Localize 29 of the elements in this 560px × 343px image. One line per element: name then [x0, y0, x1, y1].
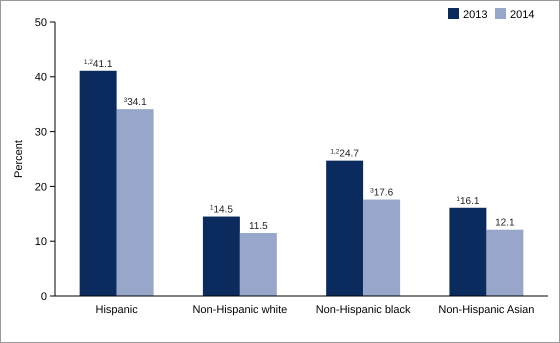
- y-tick-label: 0: [40, 290, 47, 303]
- y-tick-label: 30: [34, 126, 47, 138]
- data-label: $^{1}$16.1: [456, 195, 480, 207]
- data-label: 11.5: [248, 220, 268, 232]
- bar: [116, 109, 154, 296]
- bar: [486, 230, 524, 296]
- y-tick-label: 40: [34, 72, 47, 84]
- data-label: $^{3}$34.1: [124, 96, 148, 108]
- y-tick-label: 20: [34, 181, 47, 194]
- legend-label: 2013: [463, 9, 488, 21]
- bar: [449, 208, 486, 296]
- x-tick-label: Non-Hispanic white: [192, 304, 288, 316]
- data-label: $^{1,2}$41.1: [84, 58, 113, 70]
- x-tick-label: Non-Hispanic Asian: [438, 304, 534, 316]
- data-label: 12.1: [495, 218, 516, 229]
- y-tick-label: 10: [34, 236, 47, 248]
- data-label: $^{1}$14.5: [210, 204, 234, 216]
- y-axis-title: Percent: [13, 140, 25, 178]
- bar: [326, 160, 364, 296]
- bar: [240, 232, 277, 296]
- data-label: $^{1,2}$24.7: [330, 148, 360, 160]
- data-label: $^{3}$17.6: [370, 187, 394, 199]
- x-tick-label: Non-Hispanic black: [316, 304, 412, 316]
- bar: [363, 200, 400, 296]
- bar: [202, 216, 240, 296]
- bar: [80, 70, 117, 296]
- x-tick-label: Hispanic: [96, 304, 138, 316]
- legend-label: 2014: [510, 9, 534, 21]
- y-tick-label: 50: [34, 16, 47, 29]
